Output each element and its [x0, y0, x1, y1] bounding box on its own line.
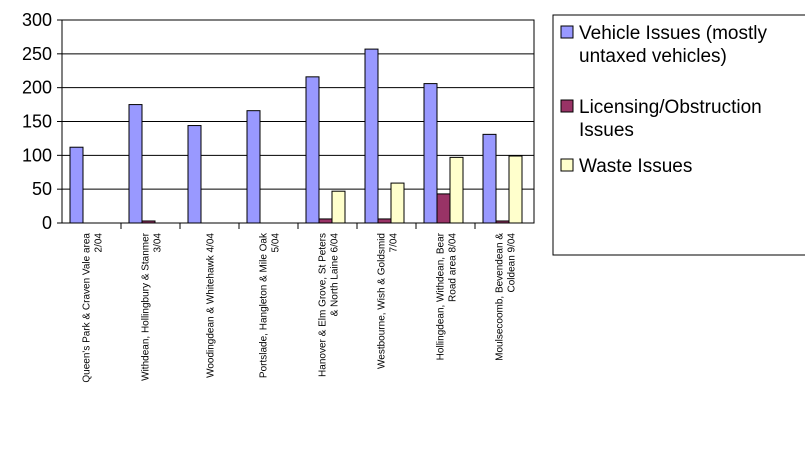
category-label-line: Hanover & Elm Grove, St Peters	[318, 233, 329, 377]
bars	[69, 48, 523, 224]
bar-series-2	[318, 218, 333, 224]
bar-series-3	[449, 156, 464, 224]
category-label: Portslade, Hangleton & Mile Oak 5/04	[259, 232, 282, 378]
category-label: Woodingdean & Whitehawk 4/04	[206, 233, 217, 378]
bar-series-1	[305, 76, 320, 224]
category-label: Queen's Park & Craven Vale area 2/04	[82, 233, 105, 383]
category-label: Hanover & Elm Grove, St Peters & North La…	[318, 233, 341, 377]
category-label: Westbourne, Wish & Goldsmid 7/04	[377, 233, 400, 369]
legend-box	[552, 14, 809, 256]
y-tick-label: 0	[42, 213, 52, 233]
y-tick-label: 100	[22, 145, 52, 165]
bar-series-1	[187, 125, 202, 224]
y-tick-labels: 0 50 100 150 200 250 300	[22, 10, 52, 233]
bar-series-3	[508, 155, 523, 224]
bar-series-3	[390, 182, 405, 224]
bar-series-1	[482, 133, 497, 224]
legend-swatch	[560, 99, 574, 113]
category-label: Moulsecoomb, Bevendean & Coldean 9/04	[495, 233, 518, 361]
y-tick-label: 150	[22, 112, 52, 132]
bar-series-2	[377, 218, 392, 224]
category-label: Hollingdean, Withdean, Bear Road area 8/0…	[436, 232, 459, 360]
category-label-line: Coldean 9/04	[507, 233, 518, 293]
category-label-line: & North Laine 6/04	[330, 233, 341, 317]
y-tick-label: 250	[22, 44, 52, 64]
category-label-line: 7/04	[389, 233, 400, 253]
page-edge-mask	[805, 0, 809, 463]
bar-series-1	[364, 48, 379, 224]
bar-series-2	[436, 193, 451, 224]
legend-label: Waste Issues	[579, 156, 692, 177]
category-label-line: Queen's Park & Craven Vale area	[82, 233, 93, 383]
axes	[57, 19, 535, 229]
bar-series-1	[423, 83, 438, 224]
y-tick-label: 200	[22, 78, 52, 98]
bar-series-1	[246, 110, 261, 224]
legend-label: Licensing/Obstruction	[579, 97, 762, 118]
category-label-line: Moulsecoomb, Bevendean &	[495, 233, 506, 361]
category-label-line: 2/04	[94, 233, 105, 253]
legend-label: untaxed vehicles)	[579, 46, 727, 67]
y-tick-label: 50	[32, 179, 52, 199]
category-label-line: 5/04	[271, 233, 282, 253]
legend-swatch	[560, 158, 574, 172]
category-label-line: Road area 8/04	[448, 233, 459, 302]
category-label-line: Hollingdean, Withdean, Bear	[436, 232, 447, 360]
category-label-line: Westbourne, Wish & Goldsmid	[377, 233, 388, 369]
legend-label: Issues	[579, 120, 634, 141]
category-label-line: Woodingdean & Whitehawk 4/04	[206, 233, 217, 378]
category-label: Withdean, Hollingbury & Stanmer 3/04	[141, 232, 164, 381]
category-label-line: Portslade, Hangleton & Mile Oak	[259, 232, 270, 378]
legend-swatch	[560, 25, 574, 39]
legend-label: Vehicle Issues (mostly	[579, 23, 767, 44]
bar-series-1	[69, 146, 84, 224]
category-labels: Queen's Park & Craven Vale area 2/04 Withd…	[82, 232, 518, 383]
category-label-line: 3/04	[153, 233, 164, 253]
bar-series-3	[331, 190, 346, 224]
bar-series-1	[128, 104, 143, 224]
y-tick-label: 300	[22, 10, 52, 30]
category-label-line: Withdean, Hollingbury & Stanmer	[141, 232, 152, 381]
